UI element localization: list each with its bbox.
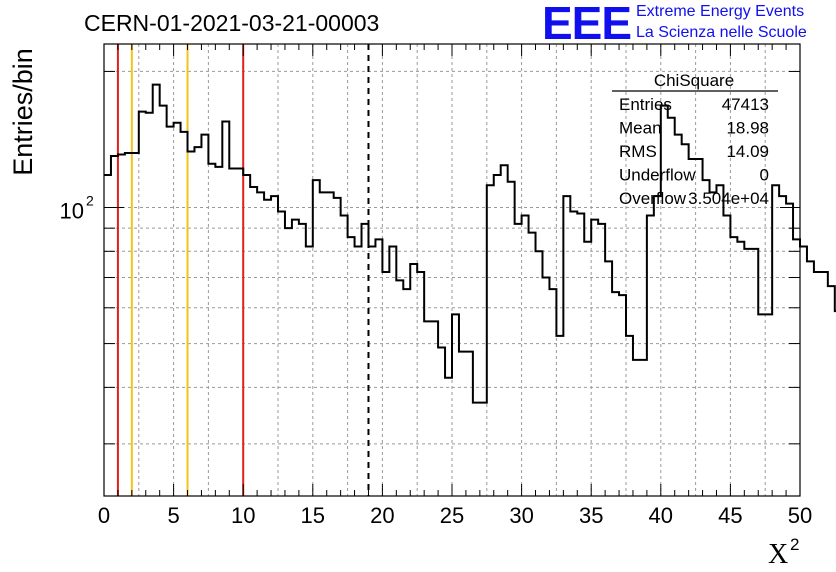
y-tick-label-exp: 2 <box>86 193 94 209</box>
logo-line-2: La Scienza nelle Scuole <box>636 24 807 41</box>
stats-row-label: Underflow <box>619 166 696 185</box>
histogram-series <box>104 83 836 404</box>
y-tick-label-base: 10 <box>60 199 84 224</box>
x-tick-label: 45 <box>718 503 742 528</box>
x-tick-label: 0 <box>98 503 110 528</box>
stats-row-value: 14.09 <box>726 142 769 161</box>
x-tick-label: 50 <box>788 503 812 528</box>
grid <box>104 44 800 496</box>
stats-box: ChiSquare Entries 47413 Mean 18.98 RMS 14.09 U… <box>612 71 778 208</box>
y-tick-labels: 10 2 <box>60 193 94 224</box>
x-tick-label: 5 <box>167 503 179 528</box>
axis-ticks <box>103 44 801 496</box>
stats-row: Entries 47413 <box>619 95 769 114</box>
stats-row-value: 47413 <box>722 95 769 114</box>
x-tick-label: 15 <box>301 503 325 528</box>
stats-row-value: 0 <box>760 166 769 185</box>
stats-row-value: 18.98 <box>726 119 769 138</box>
reference-lines <box>116 44 370 496</box>
logo-line-1: Extreme Energy Events <box>636 3 805 20</box>
x-tick-label: 20 <box>370 503 394 528</box>
stats-row: Overflow 3.504e+04 <box>619 189 769 208</box>
x-tick-label: 30 <box>509 503 533 528</box>
y-axis-label: Entries/bin <box>8 48 38 176</box>
x-tick-label: 35 <box>579 503 603 528</box>
stats-rows: Entries 47413 Mean 18.98 RMS 14.09 Underflow 0 O… <box>619 95 769 208</box>
x-tick-labels: 0 5 10 15 20 25 30 35 40 45 50 <box>98 503 812 528</box>
stats-row-label: RMS <box>619 142 657 161</box>
x-tick-label: 10 <box>231 503 255 528</box>
stats-box-title: ChiSquare <box>654 71 734 90</box>
stats-row: Underflow 0 <box>619 166 769 185</box>
stats-row-value: 3.504e+04 <box>688 189 769 208</box>
stats-row-label: Overflow <box>619 189 687 208</box>
stats-row-label: Entries <box>619 95 672 114</box>
logo-mark: EEE <box>542 0 632 49</box>
x-tick-label: 25 <box>440 503 464 528</box>
y-tick-label: 10 2 <box>60 193 94 224</box>
x-axis-label: X 2 <box>768 535 799 570</box>
stats-row: RMS 14.09 <box>619 142 769 161</box>
chart-title: CERN-01-2021-03-21-00003 <box>84 10 380 36</box>
x-axis-label-base: X <box>768 539 788 570</box>
stats-row: Mean 18.98 <box>619 119 769 138</box>
stats-row-label: Mean <box>619 119 662 138</box>
x-axis-label-exp: 2 <box>790 535 799 554</box>
x-tick-label: 40 <box>649 503 673 528</box>
